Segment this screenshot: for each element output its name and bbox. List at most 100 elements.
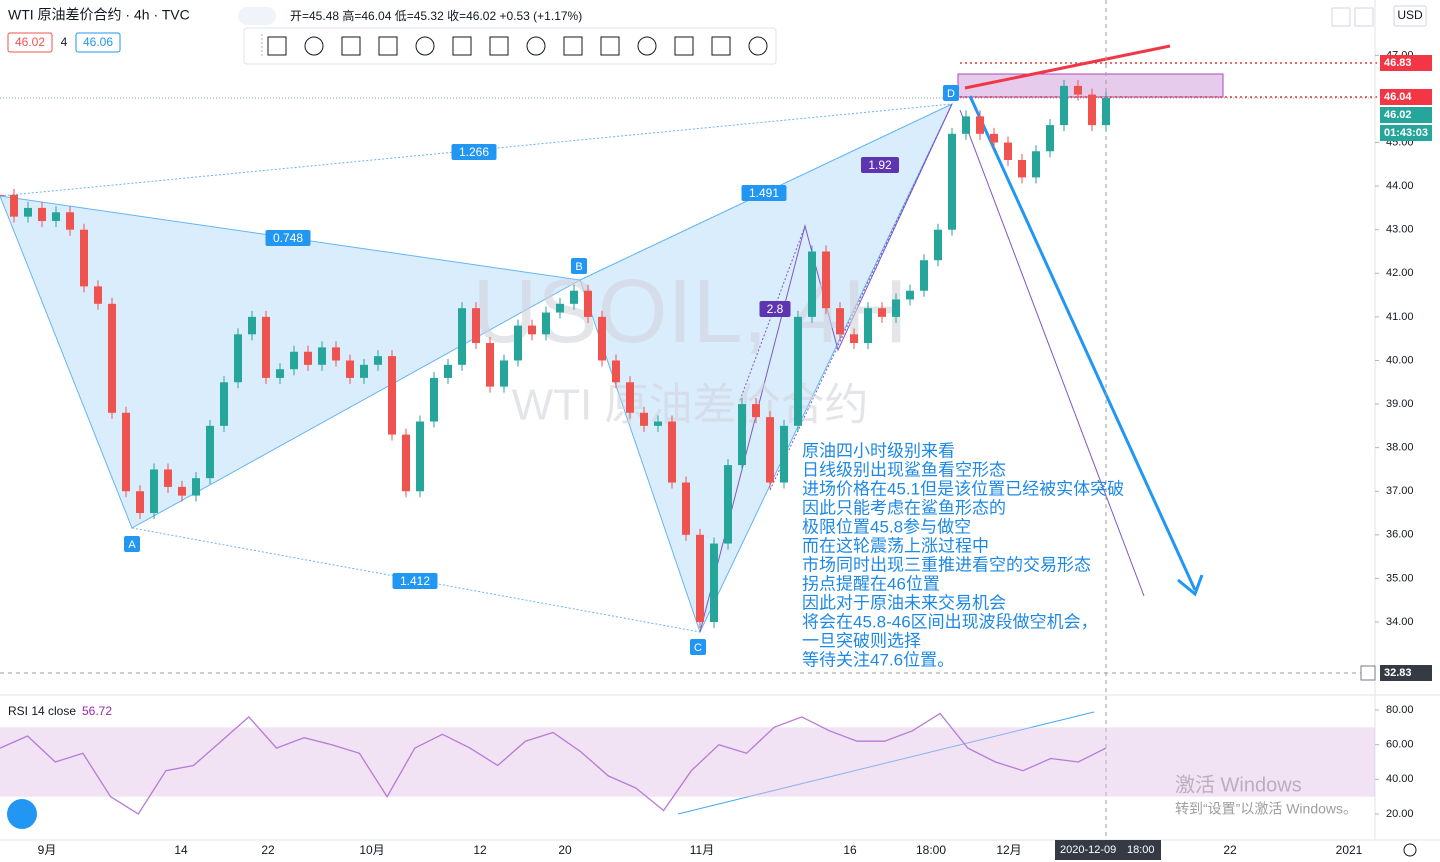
candle xyxy=(52,212,60,221)
pattern-point: B xyxy=(575,261,582,273)
rsi-title: RSI 14 close xyxy=(8,704,76,718)
x-tick-label: 14 xyxy=(174,843,188,857)
candle xyxy=(864,308,872,344)
button[interactable] xyxy=(1331,7,1351,27)
pattern-point-box xyxy=(124,536,140,552)
candle xyxy=(164,469,172,487)
candle xyxy=(1032,151,1040,178)
tool-icon[interactable] xyxy=(378,36,398,56)
x-tick-label: 12月 xyxy=(996,843,1021,857)
tool-icon[interactable] xyxy=(526,36,546,56)
rsi-line xyxy=(0,712,1107,815)
candle xyxy=(472,308,480,344)
y-tick-label: 34.00 xyxy=(1386,616,1414,628)
tool-icon[interactable] xyxy=(341,36,361,56)
annotation-line: 而在这轮震荡上涨过程中 xyxy=(802,536,989,555)
ratio-box xyxy=(759,301,791,317)
x-tick-label: 10月 xyxy=(359,843,384,857)
tool-icon[interactable] xyxy=(637,36,657,56)
candle xyxy=(80,229,88,287)
tool-icon[interactable] xyxy=(415,36,435,56)
tool-icon[interactable] xyxy=(674,36,694,56)
price-label: 32.83 xyxy=(1384,667,1412,679)
candle xyxy=(38,207,46,221)
candle xyxy=(276,369,284,378)
ratio: 1.92 xyxy=(868,158,892,172)
y-tick-label: 40.00 xyxy=(1386,773,1414,785)
annotation-line: 拐点提醒在46位置 xyxy=(802,574,940,593)
bid-box[interactable] xyxy=(7,32,53,53)
watermark: WTI 原油差价合约 xyxy=(512,381,869,430)
price-label-box xyxy=(1380,89,1432,105)
windows-title: 激活 Windows xyxy=(1175,773,1302,796)
candle xyxy=(598,316,606,361)
candle xyxy=(514,325,522,361)
price-label-box xyxy=(1380,55,1432,71)
annotation-line: 将会在45.8-46区间出现波段做空机会， xyxy=(802,612,1098,631)
candle xyxy=(542,312,550,335)
tool-icon[interactable] xyxy=(748,36,768,56)
currency-box[interactable] xyxy=(1393,5,1427,27)
logo[interactable] xyxy=(7,799,37,829)
settings[interactable] xyxy=(1403,843,1417,857)
pattern-point-box xyxy=(943,85,959,101)
tool-icon[interactable] xyxy=(489,36,509,56)
candle xyxy=(10,194,18,217)
tool-icon[interactable] xyxy=(304,36,324,56)
x-tick-label: 11月 xyxy=(690,843,714,857)
candle xyxy=(332,347,340,361)
x-tick-label: 22 xyxy=(261,843,275,857)
candle xyxy=(850,334,858,344)
toggle[interactable] xyxy=(238,7,276,25)
candle xyxy=(1060,85,1068,126)
button[interactable] xyxy=(1354,7,1374,27)
annotation-line: 等待关注47.6位置。 xyxy=(802,650,954,669)
price-label-box xyxy=(1380,107,1432,123)
candle xyxy=(444,364,452,378)
tool-icon[interactable] xyxy=(563,36,583,56)
candle xyxy=(388,356,396,435)
candle xyxy=(822,251,830,309)
rsi-band xyxy=(0,727,1375,797)
ratio: 2.8 xyxy=(767,302,784,316)
candle xyxy=(836,308,844,335)
annotation-line: 市场同时出现三重推进看空的交易形态 xyxy=(802,555,1091,574)
tool-icon[interactable] xyxy=(267,36,287,56)
ratio: 1.412 xyxy=(400,574,430,588)
ask-box[interactable] xyxy=(75,32,121,53)
candle xyxy=(696,534,704,623)
ratio-box xyxy=(741,185,787,201)
currency: USD xyxy=(1397,8,1423,22)
candle xyxy=(1074,85,1082,95)
candle xyxy=(710,543,718,623)
x-tick-label: 12 xyxy=(473,843,487,857)
candle xyxy=(682,482,690,535)
candle xyxy=(94,286,102,304)
candle xyxy=(150,469,158,514)
ratio-box xyxy=(392,573,438,589)
ratio-box xyxy=(861,157,899,173)
candle xyxy=(934,229,942,261)
candle xyxy=(794,316,802,426)
candle xyxy=(304,351,312,365)
watermark: USOIL, 4H xyxy=(472,262,907,362)
tool-icon[interactable] xyxy=(452,36,472,56)
price-label: 46.04 xyxy=(1384,91,1412,103)
ratio: 1.266 xyxy=(459,145,489,159)
y-tick-label: 38.00 xyxy=(1386,442,1414,454)
candle xyxy=(878,308,886,317)
y-tick-label: 36.00 xyxy=(1386,529,1414,541)
windows-hint: 转到“设置”以激活 Windows。 xyxy=(1175,801,1357,817)
crosshair-add[interactable] xyxy=(1360,665,1376,681)
y-tick-label: 80.00 xyxy=(1386,704,1414,716)
candle xyxy=(626,382,634,413)
y-tick-label: 39.00 xyxy=(1386,398,1414,410)
ask: 46.06 xyxy=(83,35,113,49)
rsi-trend xyxy=(677,711,1095,815)
x-tick-label: 18:00 xyxy=(916,843,946,857)
tool-icon[interactable] xyxy=(600,36,620,56)
candle xyxy=(374,356,382,365)
tool-icon[interactable] xyxy=(711,36,731,56)
spread: 4 xyxy=(61,35,68,49)
y-tick-label: 41.00 xyxy=(1386,311,1414,323)
